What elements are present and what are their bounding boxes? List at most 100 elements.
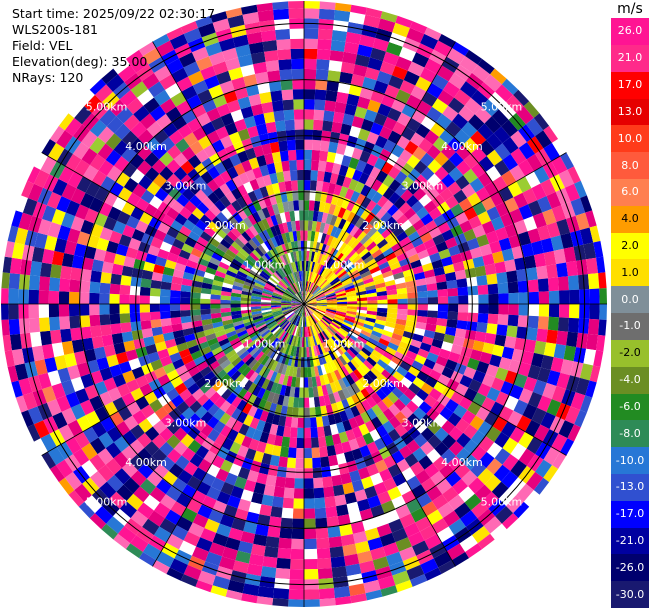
- ppi-cell: [160, 413, 175, 428]
- ppi-cell: [339, 256, 349, 267]
- ppi-cell: [448, 72, 466, 90]
- ppi-cell: [456, 432, 471, 448]
- ppi-cell: [234, 323, 245, 331]
- ppi-cell: [305, 270, 308, 282]
- ppi-cell: [501, 513, 519, 530]
- ppi-cell: [7, 225, 19, 243]
- colorbar-swatch: [611, 339, 649, 368]
- ppi-cell: [292, 190, 299, 201]
- ppi-cell: [411, 484, 427, 499]
- ppi-cell: [407, 426, 421, 440]
- ppi-cell: [254, 351, 265, 362]
- ppi-cell: [441, 434, 457, 449]
- ppi-cell: [525, 171, 541, 189]
- ppi-cell: [262, 229, 271, 241]
- ppi-cell: [209, 342, 221, 352]
- ppi-cell: [109, 181, 124, 197]
- ppi-cell: [471, 146, 487, 163]
- ppi-cell: [309, 283, 315, 293]
- ppi-cell: [105, 442, 122, 459]
- ppi-cell: [560, 438, 574, 456]
- ppi-cell: [293, 99, 304, 110]
- ppi-cell: [281, 300, 292, 303]
- ppi-cell: [71, 339, 84, 353]
- ppi-cell: [406, 94, 422, 110]
- ppi-cell: [206, 486, 221, 501]
- ppi-cell: [414, 243, 427, 254]
- ppi-cell: [407, 413, 421, 427]
- ppi-cell: [213, 420, 226, 434]
- ppi-cell: [280, 331, 288, 342]
- ppi-cell: [445, 326, 457, 337]
- ppi-cell: [130, 81, 148, 98]
- ppi-cell: [304, 569, 319, 580]
- ppi-cell: [159, 166, 174, 181]
- ppi-cell: [360, 329, 372, 338]
- ppi-cell: [308, 326, 313, 337]
- ppi-cell: [309, 240, 314, 252]
- ppi-cell: [470, 349, 483, 361]
- ppi-cell: [337, 81, 351, 94]
- ppi-cell: [89, 137, 106, 154]
- ppi-cell: [410, 507, 427, 523]
- ppi-cell: [335, 290, 346, 296]
- ppi-cell: [327, 526, 341, 538]
- ppi-cell: [343, 553, 360, 567]
- ppi-cell: [229, 441, 242, 455]
- ppi-cell: [201, 157, 215, 171]
- ppi-cell: [350, 358, 360, 369]
- ppi-cell: [181, 187, 195, 201]
- ppi-cell: [240, 264, 251, 273]
- ppi-cell: [352, 323, 364, 330]
- ppi-cell: [391, 209, 404, 221]
- ppi-cell: [447, 287, 459, 297]
- ppi-cell: [106, 354, 119, 368]
- ppi-cell: [486, 323, 498, 335]
- ppi-cell: [558, 420, 575, 439]
- ppi-cell: [453, 261, 465, 272]
- ppi-cell: [295, 316, 300, 326]
- ppi-cell: [126, 215, 140, 229]
- ppi-cell: [266, 391, 275, 403]
- ppi-cell: [450, 253, 463, 265]
- ppi-cell: [351, 275, 362, 283]
- ppi-cell: [323, 223, 330, 235]
- ppi-cell: [58, 291, 70, 304]
- ppi-cell: [261, 207, 271, 219]
- ppi-cell: [176, 100, 192, 116]
- ppi-cell: [251, 361, 261, 372]
- ppi-cell: [334, 596, 352, 606]
- ppi-cell: [376, 342, 388, 351]
- ppi-cell: [398, 202, 412, 215]
- ppi-cell: [306, 305, 316, 310]
- ppi-cell: [314, 334, 320, 346]
- ppi-cell: [260, 566, 277, 578]
- ppi-cell: [370, 472, 384, 486]
- ppi-cell: [224, 472, 238, 486]
- ppi-cell: [331, 162, 342, 175]
- ppi-cell: [413, 187, 427, 201]
- ppi-cell: [566, 331, 578, 348]
- ppi-cell: [171, 323, 183, 332]
- ppi-cell: [293, 296, 302, 303]
- ppi-cell: [316, 299, 327, 302]
- ppi-cell: [376, 359, 388, 370]
- ppi-cell: [290, 48, 304, 60]
- ppi-cell: [131, 366, 145, 380]
- ppi-cell: [315, 242, 321, 253]
- ppi-cell: [384, 216, 397, 228]
- ppi-cell: [261, 309, 272, 313]
- ppi-cell: [69, 315, 81, 329]
- ppi-cell: [328, 350, 336, 361]
- ppi-cell: [67, 228, 81, 244]
- ppi-cell: [286, 221, 293, 233]
- ppi-cell: [305, 326, 308, 338]
- ppi-cell: [433, 551, 452, 568]
- ppi-cell: [99, 304, 110, 315]
- ppi-cell: [315, 527, 329, 539]
- ppi-cell: [236, 196, 247, 209]
- ppi-cell: [341, 259, 352, 269]
- ppi-cell: [242, 260, 253, 270]
- ppi-cell: [358, 423, 370, 436]
- ppi-cell: [159, 427, 174, 442]
